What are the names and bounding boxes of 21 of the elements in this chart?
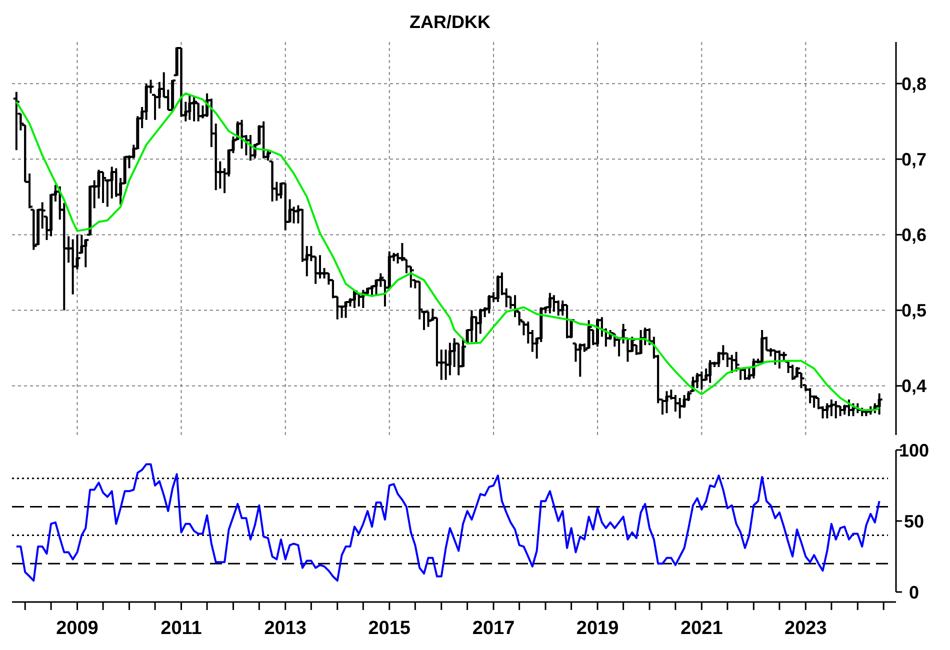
y-tick-label: 0,4 (901, 376, 927, 396)
candlestick (36, 208, 40, 246)
y-tick-label: 0,5 (901, 300, 927, 321)
candlestick (123, 156, 126, 184)
x-tick-label: 2013 (264, 618, 307, 639)
line-series (15, 463, 880, 582)
x-tick-label: 2009 (56, 618, 98, 639)
line-series (15, 92, 880, 412)
x-tick-label: 2017 (472, 618, 515, 639)
y-tick-label: 0,7 (901, 149, 927, 170)
x-tick-label: 2021 (680, 618, 724, 639)
y-tick-label: 0 (908, 582, 920, 602)
x-tick-label: 2023 (784, 618, 827, 639)
x-tick-label: 2019 (576, 618, 619, 639)
y-tick-label: 0,8 (901, 74, 927, 94)
y-tick-label: 100 (898, 440, 930, 460)
x-tick-label: 2011 (160, 618, 202, 639)
chart-title: ZAR/DKK (410, 12, 490, 32)
y-tick-label: 50 (904, 511, 924, 532)
x-tick-label: 2015 (368, 618, 411, 639)
y-tick-label: 0,6 (901, 225, 927, 246)
